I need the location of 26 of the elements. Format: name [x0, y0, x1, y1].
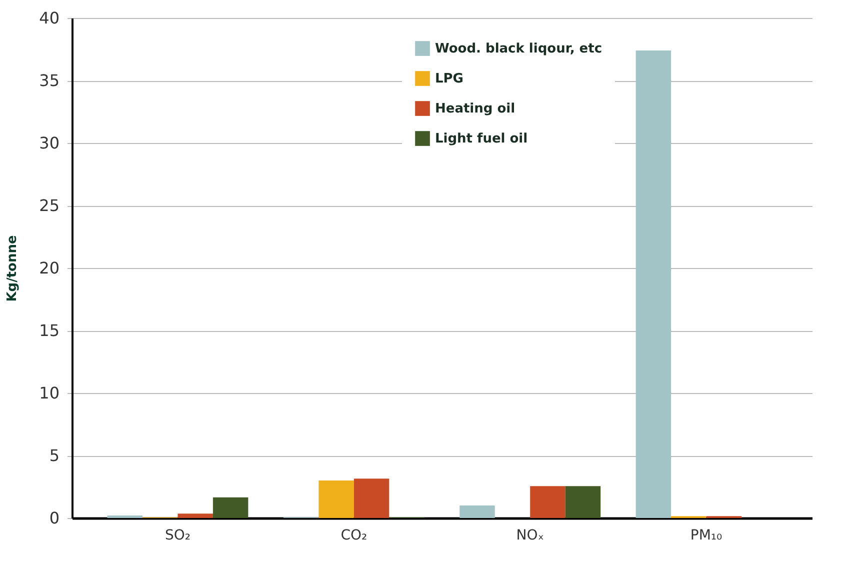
x-tick-label: SO₂ — [164, 528, 190, 544]
x-tick-label: PM₁₀ — [690, 528, 723, 544]
bar — [565, 486, 601, 518]
y-tick-label: 20 — [39, 258, 60, 278]
bar — [212, 497, 248, 518]
bar — [354, 478, 390, 518]
y-tick-label: 40 — [39, 8, 60, 28]
bar — [178, 514, 213, 518]
legend-label: LPG — [435, 72, 464, 86]
legend-label: Light fuel oil — [435, 132, 528, 146]
y-tick-label: 5 — [49, 446, 60, 465]
y-tick-label: 10 — [39, 384, 60, 402]
bar — [460, 506, 495, 518]
y-tick-label: 30 — [39, 134, 60, 152]
legend-label: Heating oil — [435, 102, 516, 116]
y-tick-label: 15 — [39, 321, 60, 340]
y-axis-title: Kg/tonne — [5, 235, 20, 302]
legend-label: Wood. black liqour, etc — [435, 42, 602, 56]
bar — [318, 480, 354, 518]
y-tick-label: 35 — [39, 71, 60, 90]
y-tick-label: 25 — [39, 196, 60, 215]
x-tick-label: CO₂ — [340, 528, 368, 544]
bar — [636, 50, 672, 518]
y-tick-label: 0 — [49, 508, 60, 528]
x-tick-label: NOₓ — [516, 528, 544, 544]
bar — [530, 486, 566, 518]
